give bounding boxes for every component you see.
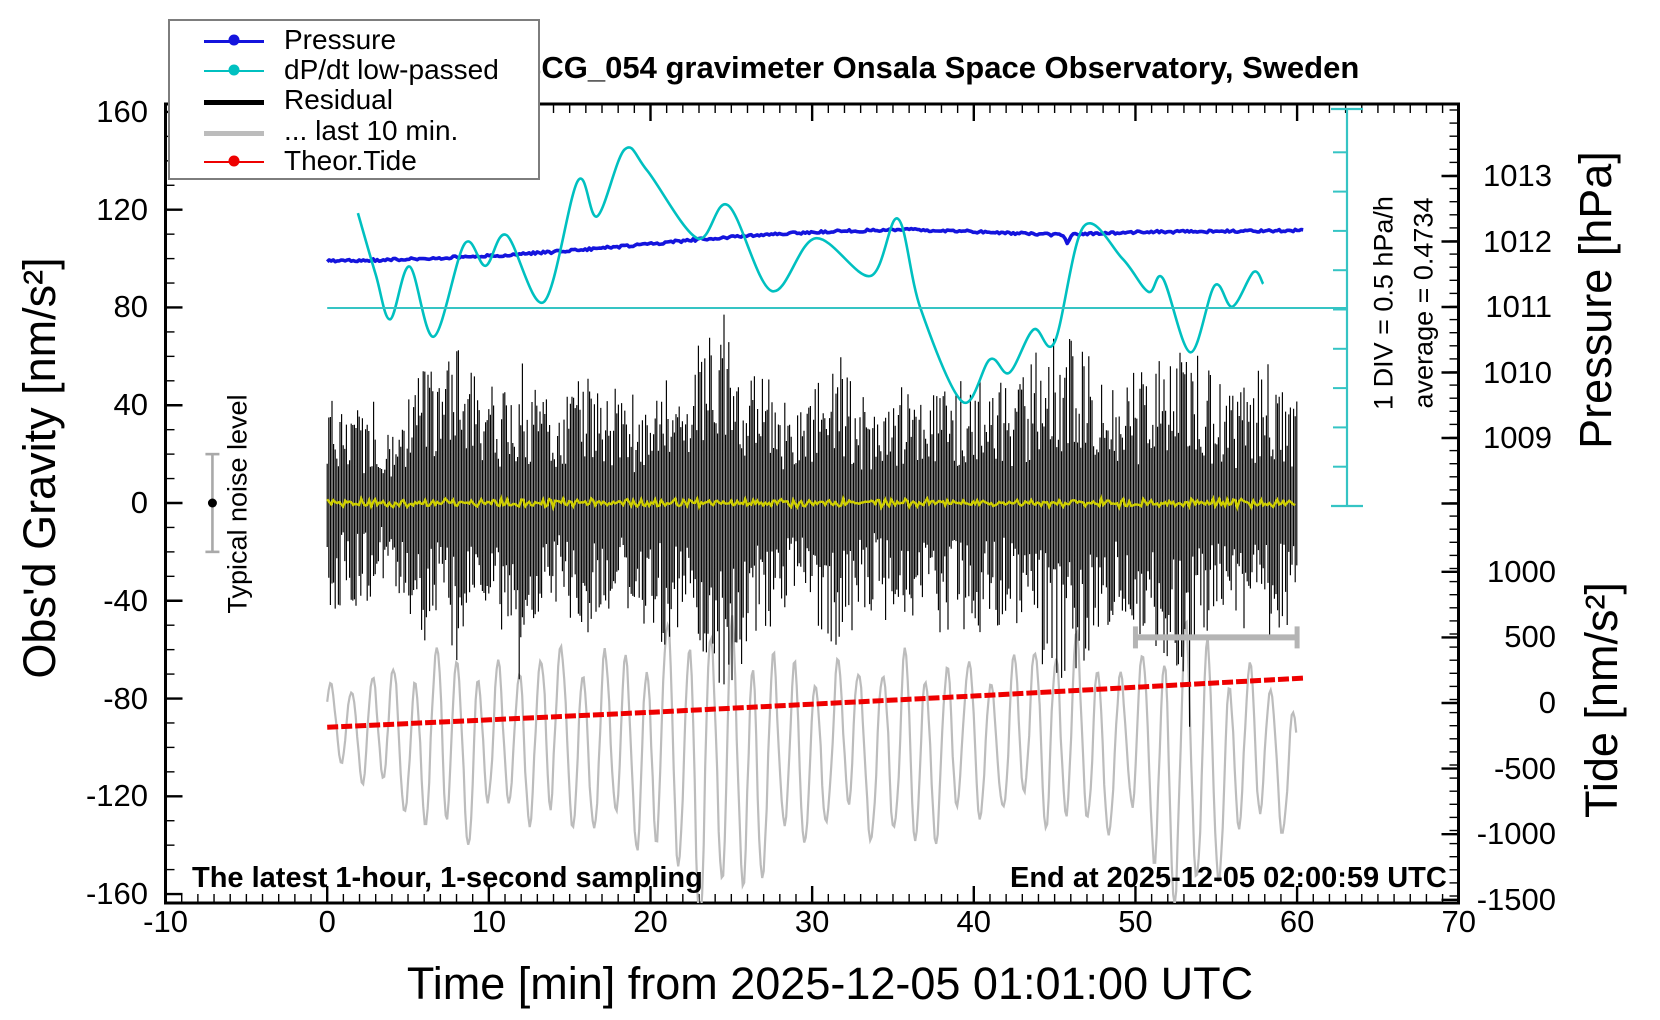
x-tick-label: 20 <box>633 904 668 939</box>
average-note: average = 0.4734 <box>1408 197 1439 409</box>
legend-row: Theor.Tide <box>170 144 538 176</box>
x-tick-label: 50 <box>1118 904 1153 939</box>
tide-tick-label: 1000 <box>1487 553 1556 589</box>
x-tick-label: 10 <box>471 904 507 939</box>
tide-tick-label: 500 <box>1504 619 1556 655</box>
tide-axis-title: Tide [nm/s²] <box>1576 582 1627 818</box>
gravity-tick-label: 40 <box>113 387 148 423</box>
series-residual-lowpassed <box>326 493 1296 512</box>
x-axis-title: Time [min] from 2025-12-05 01:01:00 UTC <box>406 958 1254 1009</box>
x-tick-label: 30 <box>794 904 830 939</box>
legend-label: Pressure <box>284 24 397 56</box>
pressure-tick-label: 1009 <box>1483 420 1552 455</box>
legend-row: dP/dt low-passed <box>170 54 538 86</box>
x-tick-label: 40 <box>956 904 992 939</box>
series-theor-tide <box>327 675 1304 730</box>
end-time-note: End at 2025-12-05 02:00:59 UTC <box>1010 862 1447 894</box>
x-tick-label: 0 <box>318 904 336 939</box>
x-tick-label: 60 <box>1279 904 1315 939</box>
legend-row: Pressure <box>170 24 538 56</box>
dpdt-scalebar <box>327 107 1363 508</box>
residual-line-icon <box>204 90 264 110</box>
series-last10min <box>326 615 1298 903</box>
gravity-tick-label: -160 <box>85 876 148 912</box>
tide-line-icon <box>204 151 264 171</box>
chart-title: SCG_054 gravimeter Onsala Space Observat… <box>520 50 1360 85</box>
pressure-tick-label: 1011 <box>1485 289 1552 324</box>
pressure-tick-label: 1010 <box>1483 354 1552 390</box>
series-layer <box>325 146 1304 903</box>
tide-tick-label: -1500 <box>1476 881 1556 917</box>
gravity-tick-label: -80 <box>103 680 148 716</box>
gravity-tick-label: -120 <box>85 778 148 814</box>
tide-tick-label: -1000 <box>1476 816 1556 852</box>
dpdt-line-icon <box>204 60 264 80</box>
gravity-tick-label: -40 <box>103 582 148 618</box>
tide-tick-label: -500 <box>1493 750 1556 786</box>
div-scale-note: 1 DIV = 0.5 hPa/h <box>1368 196 1399 410</box>
sampling-note: The latest 1-hour, 1-second sampling <box>192 862 703 894</box>
pressure-tick-label: 1013 <box>1483 158 1552 193</box>
gravity-tick-label: 80 <box>113 289 148 325</box>
series-residual <box>326 314 1298 727</box>
legend-label: Theor.Tide <box>284 144 417 176</box>
tide-tick-label: 0 <box>1538 685 1556 720</box>
typical-noise-label: Typical noise level <box>222 394 253 614</box>
gravity-tick-label: 160 <box>96 93 148 129</box>
typical-noise-marker <box>205 452 220 554</box>
gravity-tick-label: 0 <box>130 485 148 520</box>
gravity-tick-label: 120 <box>96 191 148 227</box>
legend-label: dP/dt low-passed <box>284 54 499 86</box>
x-tick-label: 70 <box>1441 904 1476 939</box>
pressure-line-icon <box>204 30 264 50</box>
series-dpdt <box>356 146 1265 405</box>
legend-row: ... last 10 min. <box>170 114 538 146</box>
legend-box: Pressure dP/dt low-passed Residual ... l… <box>168 19 540 180</box>
pressure-axis-title: Pressure [hPa] <box>1570 151 1621 449</box>
pressure-tick-label: 1012 <box>1483 223 1552 259</box>
last10-line-icon <box>204 121 264 141</box>
legend-label: ... last 10 min. <box>284 114 459 146</box>
legend-label: Residual <box>284 84 393 116</box>
x-tick-label: -10 <box>143 904 188 939</box>
series-pressure <box>325 226 1304 264</box>
legend-row: Residual <box>170 84 538 116</box>
last10-window-marker <box>1132 626 1300 649</box>
